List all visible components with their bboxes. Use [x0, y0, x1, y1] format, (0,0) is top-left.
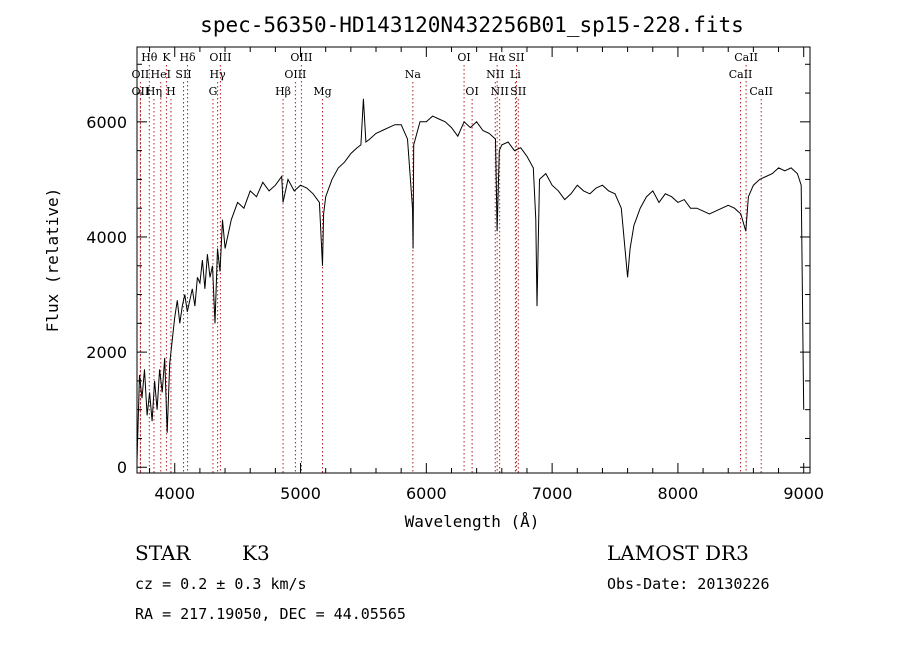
spectral-line-label: Hθ	[141, 51, 158, 64]
spectral-line-label: SII	[510, 85, 526, 98]
spectral-line-label: OIII	[290, 51, 312, 64]
spectral-line-label: NII	[491, 85, 509, 98]
spectral-line-label: G	[209, 85, 218, 98]
spectral-line-label: Hβ	[275, 85, 291, 98]
spectral-line-label: Hη	[146, 85, 162, 98]
spectral-line-label: CaII	[734, 51, 758, 64]
spectral-line-label: Li	[510, 68, 521, 81]
y-tick-label: 4000	[86, 228, 127, 247]
y-tick-label: 2000	[86, 343, 127, 362]
spectral-line-label: OII	[132, 68, 150, 81]
y-tick-label: 0	[117, 458, 127, 477]
x-tick-label: 7000	[532, 484, 573, 503]
object-subclass: K3	[242, 541, 270, 565]
chart-title: spec-56350-HD143120N432256B01_sp15-228.f…	[200, 13, 744, 37]
plot-frame	[136, 46, 811, 474]
x-tick-label: 6000	[406, 484, 447, 503]
x-tick-label: 8000	[658, 484, 699, 503]
spectral-line-label: Hδ	[179, 51, 196, 64]
spectral-line-label: Mg	[313, 85, 331, 98]
spectral-line-label: OI	[457, 51, 470, 64]
y-axis-label: Flux (relative)	[43, 188, 62, 333]
spectral-line-label: Hγ	[210, 68, 227, 81]
object-class: STAR	[135, 541, 191, 565]
spectral-line-label: OIII	[284, 68, 306, 81]
spectral-line-label: CaII	[729, 68, 753, 81]
spectrum-series-line	[136, 98, 805, 462]
survey-name: LAMOST DR3	[607, 541, 749, 565]
spectral-line-label: Hα	[489, 51, 507, 64]
x-axis-ticks: 4000 5000 6000 7000 8000 9000	[149, 47, 824, 503]
spectral-line-label: H	[166, 85, 176, 98]
spectral-line-label: NII	[486, 68, 504, 81]
spectral-line-label: SII	[508, 51, 524, 64]
observation-date: Obs-Date: 20130226	[607, 575, 770, 593]
spectral-line-label: HeI	[151, 68, 171, 81]
redshift-readout: cz = 0.2 ± 0.3 km/s	[135, 575, 307, 593]
spectral-line-label: OI	[465, 85, 478, 98]
y-tick-label: 6000	[86, 113, 127, 132]
y-axis-ticks: 0 2000 4000 6000	[86, 63, 810, 477]
x-tick-label: 5000	[280, 484, 321, 503]
spectral-line-label: Na	[405, 68, 422, 81]
spectral-line-label: OIII	[209, 51, 231, 64]
x-tick-label: 9000	[783, 484, 824, 503]
x-tick-label: 4000	[154, 484, 195, 503]
spectral-line-label: OII	[132, 85, 150, 98]
x-axis-label: Wavelength (Å)	[405, 512, 540, 531]
spectral-line-label: SII	[175, 68, 191, 81]
spectral-line-label: K	[162, 51, 171, 64]
spectral-line-markers	[139, 65, 762, 473]
spectral-line-label: CaII	[749, 85, 773, 98]
coordinates-readout: RA = 217.19050, DEC = 44.05565	[135, 605, 406, 623]
